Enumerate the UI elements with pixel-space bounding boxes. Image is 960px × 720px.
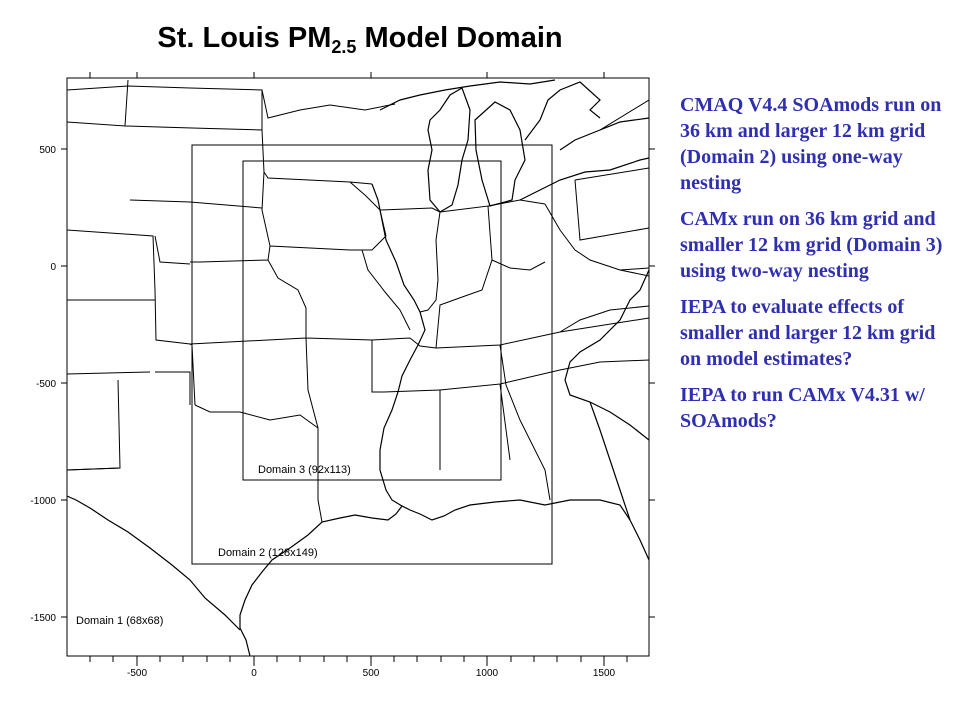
domain-2-frame [191,144,553,565]
lake-michigan [427,87,471,213]
x-axis-ticks [89,72,628,666]
domain-2-label: Domain 2 (128x149) [218,547,318,559]
florida-coast [589,401,631,521]
note-camx: CAMx run on 36 km grid and smaller 12 km… [680,208,943,282]
notes-panel: CMAQ V4.4 SOAmods run on 36 km and large… [680,92,950,444]
lake-erie-shore [519,157,649,201]
y-tick-label: -500 [36,379,56,390]
note-iepa-evaluate: IEPA to evaluate effects of smaller and … [680,296,936,370]
state-lines-central [189,90,441,500]
lake-huron-shore [524,81,601,141]
note-iepa-run: IEPA to run CAMx V4.31 w/ SOAmods? [680,384,925,432]
y-axis-ticks [61,148,655,618]
y-tick-label: 0 [50,262,56,273]
domain-1-frame [66,77,650,657]
domain-3-frame [242,160,502,481]
canada-border [67,85,396,119]
rio-grande [67,495,241,631]
texas-lines [67,371,323,523]
mississippi-river [371,183,426,507]
domain-1-label: Domain 1 (68x68) [76,615,163,627]
page-title: St. Louis PM2.5 Model Domain [0,22,720,58]
state-lines-east [419,199,649,501]
geography [67,79,649,656]
title-main: St. Louis PM [157,22,332,54]
domain-map: -500 0 500 1000 1500 500 0 -500 -1000 -1… [30,72,655,679]
title-subscript: 2.5 [331,37,357,57]
y-tick-label: -1000 [30,496,56,507]
x-tick-label: 0 [251,668,257,679]
title-suffix: Model Domain [356,22,563,54]
lake-superior-shore [379,79,556,111]
atlantic-coast [564,269,649,441]
note-cmaq: CMAQ V4.4 SOAmods run on 36 km and large… [680,94,942,194]
michigan-peninsula [474,101,526,207]
y-tick-label: -1500 [30,613,56,624]
x-tick-label: 1500 [593,668,616,679]
lake-ontario-shore [559,117,649,151]
x-tick-label: 1000 [476,668,499,679]
northeast-lines [574,99,649,271]
x-tick-label: -500 [127,668,147,679]
domain-3-label: Domain 3 (92x113) [258,464,351,476]
x-tick-label: 500 [363,668,380,679]
y-tick-label: 500 [39,145,56,156]
gulf-coast [239,499,649,656]
